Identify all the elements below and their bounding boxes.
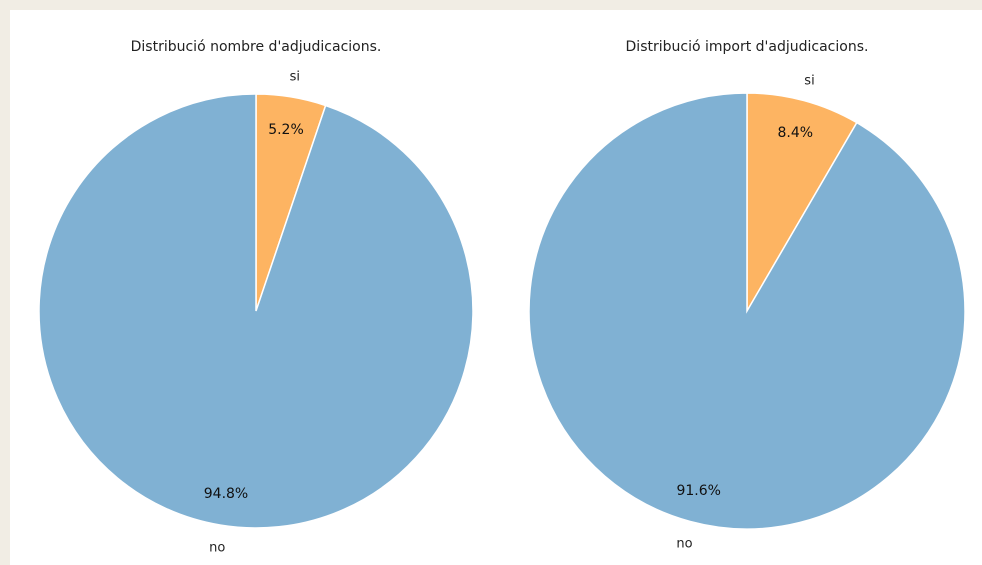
pie-slice-si xyxy=(746,92,858,314)
chart-1-title: Distribució nombre d'adjudicacions. xyxy=(131,39,382,55)
pie-slice-no xyxy=(38,93,474,529)
chart-1-value-label-no: 94.8% xyxy=(204,486,248,502)
chart-1-slices xyxy=(38,93,474,529)
chart-2-title: Distribució import d'adjudicacions. xyxy=(626,39,869,55)
pie-slice-no xyxy=(528,92,966,530)
chart-1-value-label-si: 5.2% xyxy=(268,122,304,138)
chart-1-category-label-si: si xyxy=(290,70,300,85)
chart-2-value-label-no: 91.6% xyxy=(676,483,720,499)
chart-2-slices xyxy=(528,92,966,530)
pie-chart-2: Distribució import d'adjudicacions. si n… xyxy=(528,39,966,552)
chart-2-category-label-no: no xyxy=(676,537,692,552)
chart-2-value-label-si: 8.4% xyxy=(778,125,814,141)
chart-1-category-label-no: no xyxy=(209,541,225,556)
chart-2-category-label-si: si xyxy=(804,74,814,89)
pie-chart-1: Distribució nombre d'adjudicacions. si n… xyxy=(38,39,474,556)
